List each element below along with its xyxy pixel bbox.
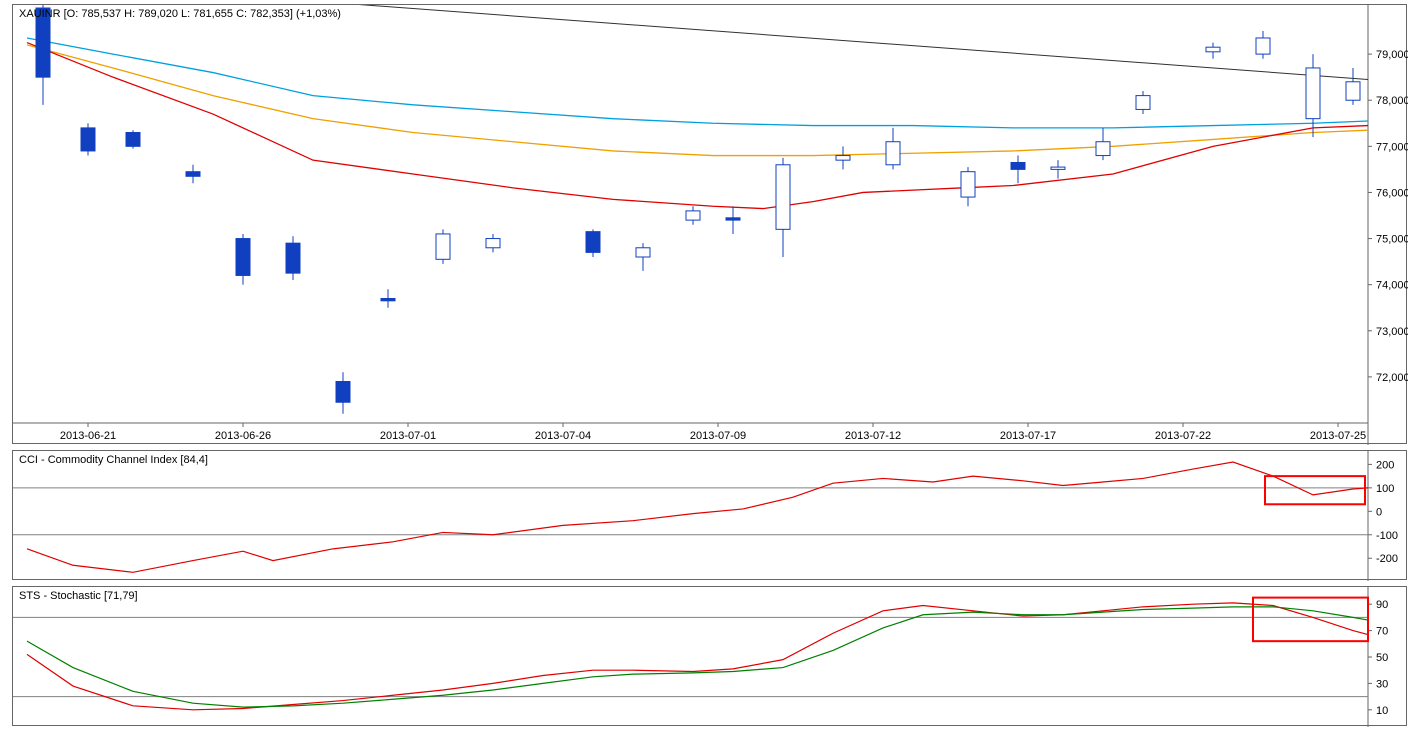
candle-body bbox=[81, 128, 95, 151]
x-axis-date: 2013-06-21 bbox=[60, 430, 116, 442]
x-axis-date: 2013-07-25 bbox=[1310, 430, 1366, 442]
indicator-y-label: 200 bbox=[1376, 459, 1394, 471]
candle-body bbox=[686, 211, 700, 220]
x-axis-date: 2013-07-22 bbox=[1155, 430, 1211, 442]
y-axis-label: 73,000 bbox=[1376, 326, 1408, 338]
moving-average-line bbox=[27, 38, 1368, 128]
candle-body bbox=[776, 165, 790, 230]
candle-body bbox=[586, 232, 600, 253]
candle-body bbox=[1206, 47, 1220, 52]
indicator-y-label: 100 bbox=[1376, 483, 1394, 495]
candle-body bbox=[236, 239, 250, 276]
candle-body bbox=[636, 248, 650, 257]
x-axis-date: 2013-06-26 bbox=[215, 430, 271, 442]
y-axis-label: 77,000 bbox=[1376, 141, 1408, 153]
price-chart-title: XAUINR [O: 785,537 H: 789,020 L: 781,655… bbox=[19, 8, 341, 20]
indicator-y-label: 10 bbox=[1376, 705, 1388, 717]
candle-body bbox=[836, 156, 850, 161]
y-axis-label: 79,000 bbox=[1376, 49, 1408, 61]
candle-body bbox=[1011, 162, 1025, 169]
indicator-y-label: -100 bbox=[1376, 530, 1398, 542]
indicator-y-label: 0 bbox=[1376, 506, 1382, 518]
moving-average-line bbox=[27, 43, 1368, 209]
moving-average-line bbox=[27, 45, 1368, 156]
cci-svg[interactable]: -200 -100 0 100 200 bbox=[13, 451, 1408, 581]
highlight-box bbox=[1253, 598, 1368, 642]
x-axis-date: 2013-07-12 bbox=[845, 430, 901, 442]
price-chart-panel[interactable]: XAUINR [O: 785,537 H: 789,020 L: 781,655… bbox=[12, 4, 1407, 444]
indicator-line bbox=[27, 607, 1368, 707]
price-chart-svg[interactable]: 72,000 73,000 74,000 75,000 76,000 77,000 78,0… bbox=[13, 5, 1408, 445]
stochastic-panel[interactable]: STS - Stochastic [71,79] 10 30 50 70 90 bbox=[12, 586, 1407, 726]
candle-body bbox=[486, 239, 500, 248]
candle-body bbox=[286, 243, 300, 273]
candle-body bbox=[336, 382, 350, 403]
y-axis-label: 72,000 bbox=[1376, 372, 1408, 384]
y-axis-label: 74,000 bbox=[1376, 280, 1408, 292]
highlight-box bbox=[1265, 476, 1365, 504]
stochastic-title: STS - Stochastic [71,79] bbox=[19, 590, 138, 602]
x-axis-date: 2013-07-04 bbox=[535, 430, 591, 442]
indicator-y-label: -200 bbox=[1376, 553, 1398, 565]
indicator-y-label: 30 bbox=[1376, 678, 1388, 690]
candle-body bbox=[381, 299, 395, 301]
trend-line bbox=[313, 5, 1368, 79]
x-axis-date: 2013-07-09 bbox=[690, 430, 746, 442]
candle-body bbox=[726, 218, 740, 220]
candle-body bbox=[1096, 142, 1110, 156]
stochastic-svg[interactable]: 10 30 50 70 90 bbox=[13, 587, 1408, 727]
cci-panel[interactable]: CCI - Commodity Channel Index [84,4] -20… bbox=[12, 450, 1407, 580]
indicator-line bbox=[27, 462, 1368, 572]
y-axis-label: 75,000 bbox=[1376, 234, 1408, 246]
candle-body bbox=[1051, 167, 1065, 169]
x-axis-date: 2013-07-17 bbox=[1000, 430, 1056, 442]
candle-body bbox=[886, 142, 900, 165]
candle-body bbox=[436, 234, 450, 259]
candle-body bbox=[1306, 68, 1320, 119]
candle-body bbox=[961, 172, 975, 197]
x-axis-date: 2013-07-01 bbox=[380, 430, 436, 442]
candle-body bbox=[1346, 82, 1360, 100]
candle-body bbox=[186, 172, 200, 177]
y-axis-label: 76,000 bbox=[1376, 187, 1408, 199]
indicator-y-label: 70 bbox=[1376, 626, 1388, 638]
candle-body bbox=[1256, 38, 1270, 54]
indicator-y-label: 50 bbox=[1376, 652, 1388, 664]
indicator-y-label: 90 bbox=[1376, 599, 1388, 611]
cci-title: CCI - Commodity Channel Index [84,4] bbox=[19, 454, 208, 466]
y-axis-label: 78,000 bbox=[1376, 95, 1408, 107]
candle-body bbox=[126, 133, 140, 147]
candle-body bbox=[1136, 96, 1150, 110]
indicator-line bbox=[27, 603, 1368, 710]
